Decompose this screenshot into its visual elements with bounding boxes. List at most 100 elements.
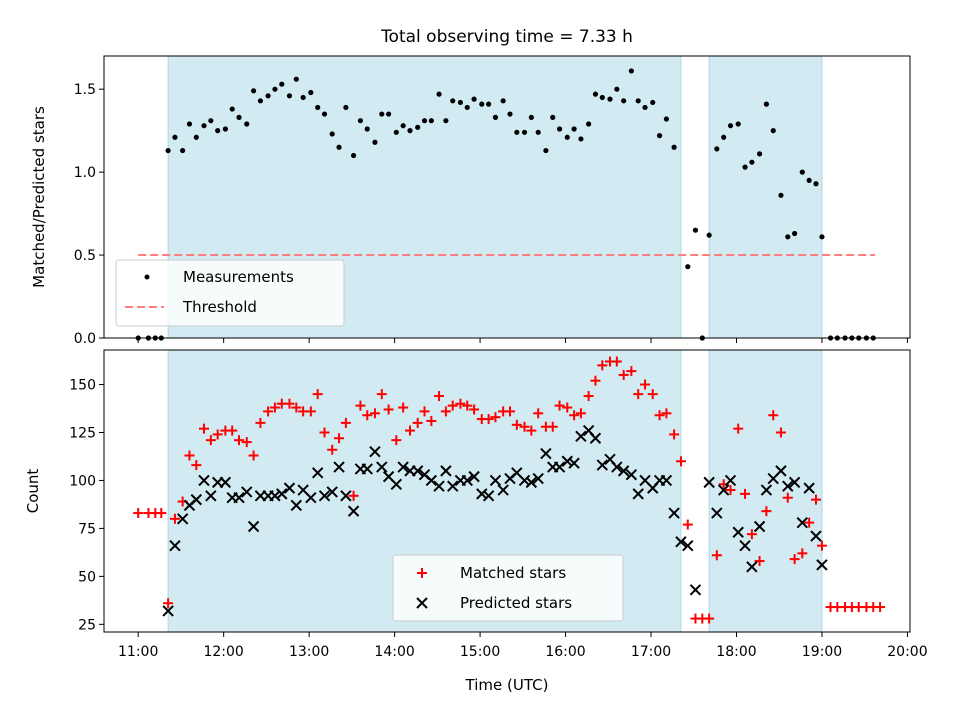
top-ytick-label: 0.0 <box>74 331 96 347</box>
marker-stroke <box>782 480 794 492</box>
predicted-stars-point <box>468 470 480 483</box>
marker-stroke <box>788 476 801 489</box>
bottom-ytick-label: 25 <box>78 617 96 633</box>
predicted-stars-point <box>369 445 381 458</box>
predicted-stars-point <box>668 507 680 519</box>
predicted-stars-point <box>311 467 324 479</box>
marker-stroke <box>518 474 531 487</box>
bottom-ytick-label: 150 <box>69 378 96 394</box>
matched-stars-point <box>519 421 530 432</box>
top-legend-box <box>115 259 345 327</box>
predicted-stars-point <box>190 493 203 506</box>
matched-stars-point <box>334 433 345 444</box>
matched-stars-point <box>675 456 686 467</box>
matched-stars-point <box>284 398 295 409</box>
matched-stars-point <box>746 529 757 540</box>
measurement-point <box>400 123 406 129</box>
predicted-stars-point <box>198 474 210 487</box>
marker-stroke <box>326 486 338 498</box>
measurement-point <box>663 116 670 122</box>
measurement-point <box>642 104 648 111</box>
matched-stars-point <box>398 402 409 413</box>
bottom-panel: 25 50 75 100 125 150 11:00 12:00 13:00 14:00 15:00… <box>24 349 928 694</box>
matched-stars-point <box>255 417 266 428</box>
predicted-stars-point <box>326 486 338 498</box>
legend-marker-matched-stars <box>417 568 427 578</box>
matched-stars-point <box>526 425 537 436</box>
measurement-point <box>257 98 264 104</box>
matched-stars-point <box>511 419 522 430</box>
matched-stars-point <box>234 435 245 446</box>
bottom-legend: Matched stars Predicted stars <box>392 554 624 622</box>
marker-stroke <box>568 457 580 469</box>
marker-stroke <box>617 465 630 477</box>
measurement-point <box>785 234 791 240</box>
marker-stroke <box>369 445 381 458</box>
matched-stars-point <box>248 450 259 461</box>
top-ytick-label: 0.5 <box>74 248 96 264</box>
marker-stroke <box>540 447 552 460</box>
marker-stroke <box>276 488 288 500</box>
measurement-point <box>721 134 727 140</box>
matched-stars-point <box>205 435 216 446</box>
predicted-stars-point <box>746 561 758 573</box>
measurement-point <box>792 230 798 237</box>
predicted-stars-point <box>276 488 288 500</box>
matched-stars-point <box>554 400 565 411</box>
measurement-point <box>592 91 599 97</box>
marker-stroke <box>553 461 566 473</box>
marker-stroke <box>582 424 595 437</box>
predicted-stars-point <box>390 478 403 490</box>
measurement-point <box>180 147 186 154</box>
matched-stars-point <box>199 423 210 434</box>
measurement-point <box>621 98 627 104</box>
matched-stars-point <box>789 554 800 565</box>
marker-stroke <box>482 490 495 502</box>
matched-stars-point <box>376 389 387 400</box>
measurement-point <box>742 164 748 170</box>
measurement-point <box>407 128 413 134</box>
matched-stars-point <box>241 437 252 448</box>
matched-stars-point <box>590 375 601 386</box>
measurement-point <box>229 106 235 112</box>
marker-stroke <box>525 476 538 489</box>
bottom-y-axis-label: Count <box>24 469 42 514</box>
legend-label-measurements: Measurements <box>183 268 294 286</box>
matched-stars-point <box>761 506 772 517</box>
measurement-point <box>172 134 178 140</box>
matched-stars-point <box>291 402 302 413</box>
matched-stars-point <box>419 406 430 417</box>
matched-stars-point <box>618 369 629 380</box>
bottom-xtick-label: 16:00 <box>545 644 585 660</box>
predicted-stars-point <box>703 476 715 489</box>
predicted-stars-point <box>689 584 702 596</box>
matched-stars-point <box>184 450 195 461</box>
matched-stars-point <box>626 366 637 377</box>
predicted-stars-point <box>205 490 217 502</box>
measurement-point <box>250 88 257 94</box>
predicted-stars-point <box>682 539 694 552</box>
predicted-stars-point <box>711 507 723 519</box>
marker-stroke <box>810 530 822 542</box>
x-axis-label: Time (UTC) <box>465 676 549 694</box>
matched-stars-point <box>504 406 515 417</box>
measurement-point <box>321 111 328 117</box>
measurement-point <box>578 136 584 142</box>
marker-stroke <box>760 484 773 496</box>
measurement-point <box>208 118 214 124</box>
measurement-point <box>763 101 770 107</box>
bottom-series <box>133 356 886 624</box>
marker-stroke <box>318 490 331 502</box>
measurement-point <box>421 118 428 124</box>
marker-stroke <box>347 505 360 517</box>
top-ytick-label: 1.0 <box>74 165 96 181</box>
marker-stroke <box>198 474 210 487</box>
predicted-stars-point <box>611 461 623 473</box>
measurement-point <box>543 147 549 154</box>
measurement-point <box>244 121 250 127</box>
marker-stroke <box>739 539 751 552</box>
measurement-point <box>464 104 470 111</box>
predicted-stars-point <box>782 480 794 492</box>
matched-stars-point <box>640 379 651 390</box>
marker-stroke <box>632 488 644 500</box>
